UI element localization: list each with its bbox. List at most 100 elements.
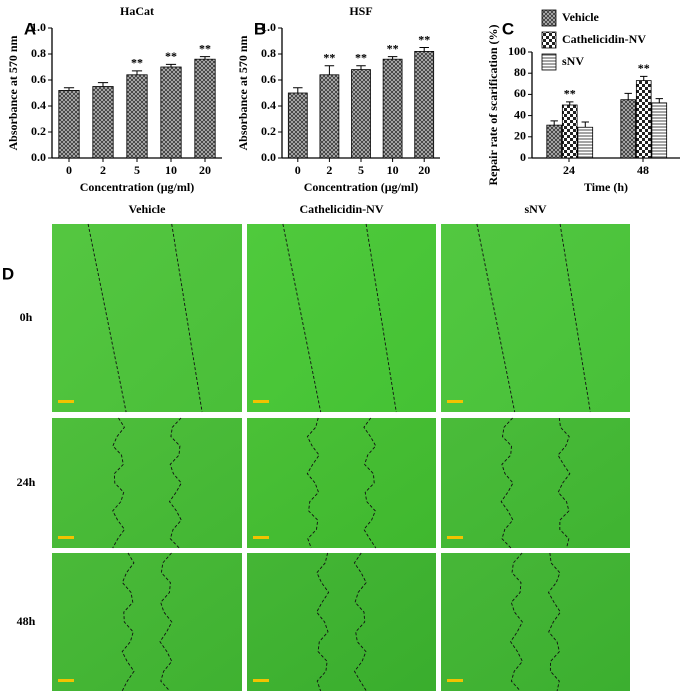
significance-label: ** bbox=[323, 50, 335, 64]
bar bbox=[382, 58, 403, 159]
legend-swatch bbox=[541, 31, 557, 49]
scale-bar bbox=[253, 536, 269, 539]
legend-label: Cathelicidin-NV bbox=[562, 32, 646, 46]
column-header: Vehicle bbox=[129, 202, 167, 216]
y-tick-label: 1.0 bbox=[261, 20, 276, 34]
significance-label: ** bbox=[387, 41, 399, 55]
error-bar bbox=[419, 47, 429, 52]
micrograph-texture bbox=[441, 224, 630, 412]
error-bar bbox=[131, 70, 143, 75]
x-tick-label: 20 bbox=[199, 163, 211, 177]
x-tick-label: 0 bbox=[66, 163, 72, 177]
wound-edge bbox=[510, 552, 523, 691]
significance-label: ** bbox=[638, 61, 650, 75]
significance-label: ** bbox=[418, 32, 430, 46]
wound-edge bbox=[121, 552, 135, 691]
error-bar bbox=[550, 120, 558, 126]
y-tick-label: 0.0 bbox=[31, 150, 46, 164]
wound-edge bbox=[353, 552, 367, 691]
micrograph-texture bbox=[52, 224, 242, 412]
wound-edge bbox=[306, 417, 320, 549]
wound-edge bbox=[112, 417, 126, 549]
wound-edge bbox=[557, 417, 571, 549]
y-axis-label: Absorbance at 570 nm bbox=[236, 35, 250, 150]
column-header: sNV bbox=[524, 202, 546, 216]
y-tick-label: 0.2 bbox=[261, 124, 276, 138]
bar bbox=[635, 80, 652, 159]
bar bbox=[160, 66, 182, 159]
error-bar bbox=[356, 65, 366, 70]
scale-bar bbox=[447, 400, 463, 403]
bar bbox=[58, 90, 80, 159]
x-tick-label: 10 bbox=[387, 163, 399, 177]
x-tick-label: 5 bbox=[134, 163, 140, 177]
bar bbox=[92, 86, 114, 159]
error-bar bbox=[63, 87, 75, 91]
wound-edge bbox=[87, 223, 127, 413]
significance-label: ** bbox=[165, 49, 177, 63]
wound-edge bbox=[363, 417, 377, 549]
wound-edge bbox=[365, 223, 397, 413]
y-axis-label: Absorbance at 570 nm bbox=[6, 35, 20, 150]
wound-edge bbox=[282, 223, 322, 413]
legend-swatch bbox=[541, 9, 557, 27]
scale-bar bbox=[447, 679, 463, 682]
legend-label: Vehicle bbox=[562, 10, 600, 24]
chart-title: HaCat bbox=[120, 4, 154, 18]
x-tick-label: 48 bbox=[637, 163, 649, 177]
x-axis-label: Concentration (μg/ml) bbox=[304, 180, 418, 194]
significance-label: ** bbox=[564, 87, 576, 101]
significance-label: ** bbox=[199, 41, 211, 55]
micrograph-texture bbox=[52, 553, 242, 691]
wound-edge bbox=[316, 552, 330, 691]
error-bar bbox=[165, 63, 177, 67]
scale-bar bbox=[253, 679, 269, 682]
x-tick-label: 0 bbox=[295, 163, 301, 177]
x-tick-label: 20 bbox=[418, 163, 430, 177]
wound-edge bbox=[476, 223, 516, 413]
scale-bar bbox=[58, 400, 74, 403]
y-tick-label: 20 bbox=[514, 129, 526, 143]
significance-label: ** bbox=[131, 56, 143, 70]
scale-bar bbox=[58, 679, 74, 682]
x-axis-label: Concentration (μg/ml) bbox=[80, 180, 194, 194]
y-tick-label: 1.0 bbox=[31, 20, 46, 34]
x-tick-label: 2 bbox=[100, 163, 106, 177]
scale-bar bbox=[447, 536, 463, 539]
micrograph-texture bbox=[247, 553, 436, 691]
y-tick-label: 0.6 bbox=[31, 72, 46, 86]
micrograph-texture bbox=[52, 418, 242, 548]
bar bbox=[546, 124, 562, 159]
error-bar bbox=[324, 65, 335, 75]
wound-edge bbox=[159, 552, 173, 691]
y-tick-label: 0.0 bbox=[261, 150, 276, 164]
y-tick-label: 0.4 bbox=[31, 98, 46, 112]
wound-edge bbox=[500, 417, 514, 549]
bar bbox=[414, 51, 435, 159]
y-tick-label: 60 bbox=[514, 86, 526, 100]
wound-edge bbox=[547, 552, 561, 691]
x-tick-label: 10 bbox=[165, 163, 177, 177]
error-bar bbox=[640, 75, 648, 81]
y-tick-label: 0.6 bbox=[261, 72, 276, 86]
error-bar bbox=[387, 56, 398, 60]
column-header: Cathelicidin-NV bbox=[300, 202, 384, 216]
bar bbox=[194, 58, 216, 159]
micrograph-texture bbox=[247, 224, 436, 412]
y-tick-label: 0.8 bbox=[31, 46, 46, 60]
micrograph-texture bbox=[247, 418, 436, 548]
y-tick-label: 0.8 bbox=[261, 46, 276, 60]
y-tick-label: 0.4 bbox=[261, 98, 276, 112]
error-bar bbox=[581, 121, 589, 128]
significance-label: ** bbox=[355, 50, 367, 64]
legend-label: sNV bbox=[562, 54, 584, 68]
x-tick-label: 24 bbox=[563, 163, 575, 177]
row-label: 48h bbox=[17, 614, 36, 628]
x-tick-label: 2 bbox=[326, 163, 332, 177]
wound-edge bbox=[171, 223, 203, 413]
bar bbox=[287, 92, 308, 159]
x-tick-label: 5 bbox=[358, 163, 364, 177]
scale-bar bbox=[253, 400, 269, 403]
legend-swatch bbox=[541, 53, 557, 71]
